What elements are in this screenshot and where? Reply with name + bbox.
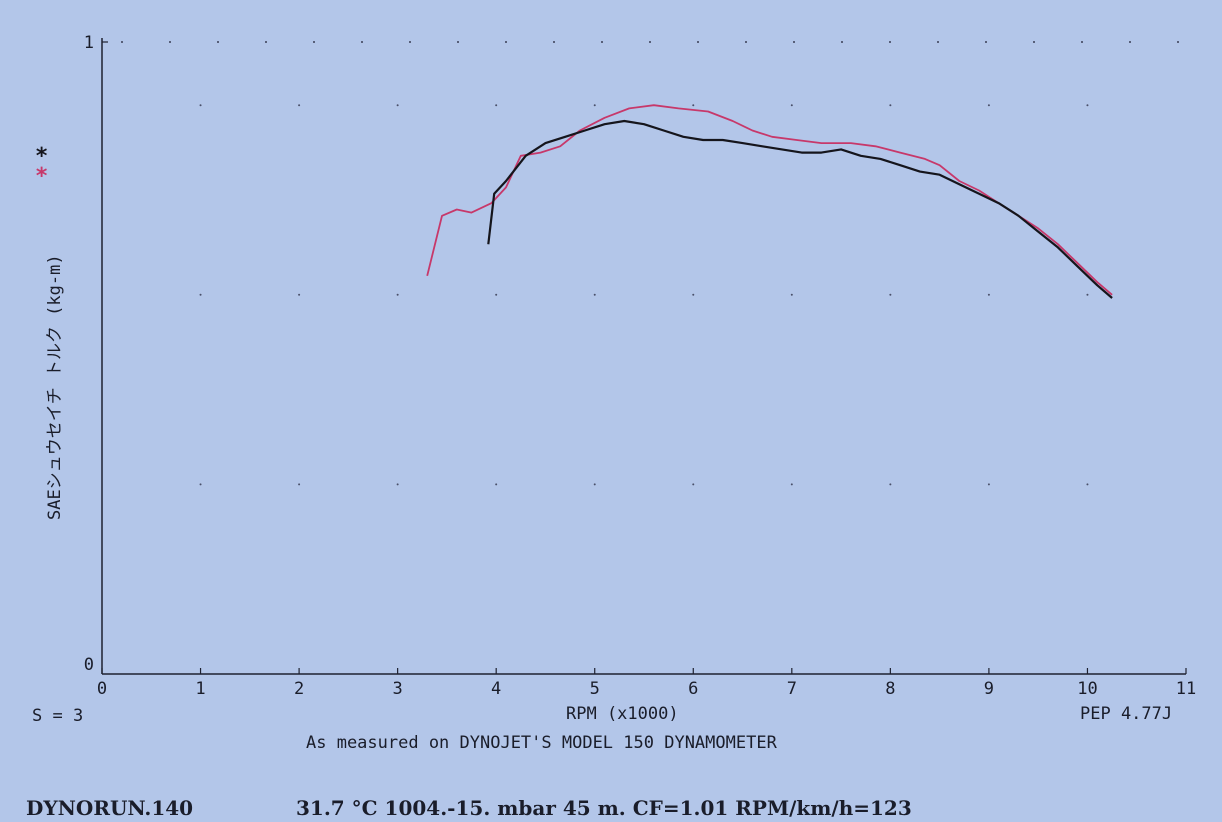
grid-dot-top	[121, 41, 123, 43]
grid-dot-top	[1129, 41, 1131, 43]
grid-dot-top	[889, 41, 891, 43]
grid-dot-top	[313, 41, 315, 43]
grid-dot-top	[793, 41, 795, 43]
grid-dot	[593, 483, 596, 486]
measurement-note: As measured on DYNOJET'S MODEL 150 DYNAM…	[306, 733, 777, 753]
grid-dot	[1086, 104, 1089, 107]
x-tick-label: 2	[294, 679, 304, 699]
grid-dot	[692, 293, 695, 296]
grid-dot-top	[457, 41, 459, 43]
legend-marker-red: *	[35, 164, 49, 189]
x-tick-label: 0	[97, 679, 107, 699]
x-tick-label: 1	[195, 679, 205, 699]
grid-dot	[495, 293, 498, 296]
grid-dot-top	[937, 41, 939, 43]
grid-dot	[396, 293, 399, 296]
grid-dot	[298, 104, 301, 107]
run-conditions: 31.7 °C 1004.-15. mbar 45 m. CF=1.01 RPM…	[296, 796, 912, 820]
series-line-red	[426, 104, 1113, 296]
grid-dot	[889, 104, 892, 107]
grid-dot-top	[361, 41, 363, 43]
x-tick-label: 11	[1176, 679, 1196, 699]
grid-dot-top	[745, 41, 747, 43]
y-axis-label: SAEシュウセイチ トルク (kg-m)	[45, 254, 65, 520]
grid-dot	[199, 483, 202, 486]
grid-dot-top	[1177, 41, 1179, 43]
grid-dot-top	[553, 41, 555, 43]
x-tick-label: 9	[984, 679, 994, 699]
grid-dot-top	[841, 41, 843, 43]
grid-dot	[790, 483, 793, 486]
grid-dot-top	[169, 41, 171, 43]
grid-dot-top	[985, 41, 987, 43]
run-name: DYNORUN.140	[26, 796, 194, 820]
grid-dot	[889, 483, 892, 486]
grid-dot-top	[697, 41, 699, 43]
grid-dot-top	[409, 41, 411, 43]
grid-dot-top	[217, 41, 219, 43]
legend-marker-black: *	[35, 144, 49, 169]
grid-dot	[593, 104, 596, 107]
grid-dot	[396, 104, 399, 107]
grid-dot	[495, 483, 498, 486]
grid-dot	[987, 483, 990, 486]
grid-dot	[889, 293, 892, 296]
series-line-black	[487, 119, 1113, 299]
grid-dot	[987, 104, 990, 107]
grid-dot	[298, 293, 301, 296]
grid-dot	[692, 104, 695, 107]
grid-dot-top	[265, 41, 267, 43]
grid-dot	[790, 293, 793, 296]
grid-dot	[1086, 293, 1089, 296]
grid-dot	[199, 104, 202, 107]
grid-dot	[495, 104, 498, 107]
grid-dot	[692, 483, 695, 486]
grid-dot	[396, 483, 399, 486]
x-tick-label: 4	[491, 679, 501, 699]
x-axis-label: RPM (x1000)	[566, 704, 679, 724]
smoothing-label: S = 3	[32, 706, 84, 726]
y-tick-label: 0	[84, 655, 94, 675]
x-tick-label: 3	[393, 679, 403, 699]
grid-dot-top	[601, 41, 603, 43]
grid-dot	[593, 293, 596, 296]
grid-dot	[199, 293, 202, 296]
grid-dot	[790, 104, 793, 107]
grid-dot-top	[1081, 41, 1083, 43]
y-tick-label: 1	[84, 33, 94, 53]
grid-dot	[298, 483, 301, 486]
x-tick-label: 8	[885, 679, 895, 699]
grid-dot	[1086, 483, 1089, 486]
grid-dot-top	[649, 41, 651, 43]
x-tick-label: 5	[590, 679, 600, 699]
grid-dot-top	[505, 41, 507, 43]
x-tick-label: 6	[688, 679, 698, 699]
x-tick-label: 10	[1077, 679, 1097, 699]
grid-dot	[987, 293, 990, 296]
x-tick-label: 7	[787, 679, 797, 699]
grid-dot-top	[1033, 41, 1035, 43]
software-version-label: PEP 4.77J	[1080, 704, 1173, 724]
